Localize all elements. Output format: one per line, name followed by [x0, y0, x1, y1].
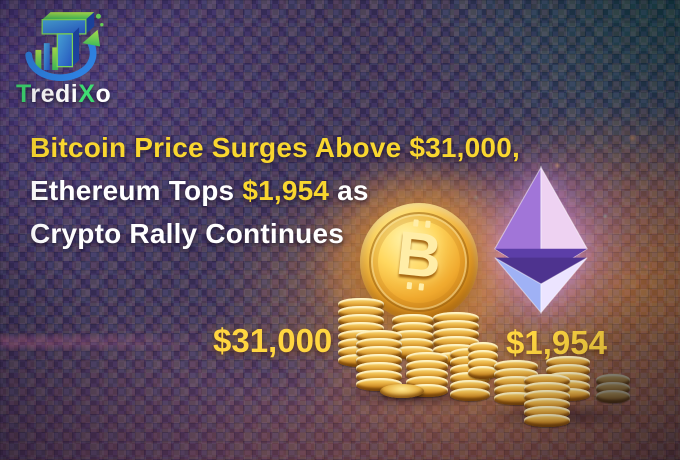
coin-stack: [596, 374, 630, 403]
light-streak: [0, 336, 215, 348]
headline-line-3: Crypto Rally Continues: [30, 218, 344, 249]
tredixo-logo-icon: [25, 12, 104, 81]
brand-letter-t: T: [16, 80, 31, 108]
brand-letters-redi: redi: [30, 80, 79, 108]
coin-stack: [468, 342, 498, 379]
headline: Bitcoin Price Surges Above $31,000, Ethe…: [30, 126, 550, 255]
ethereum-icon: [494, 165, 588, 315]
headline-line-2: Ethereum Tops $1,954 as: [30, 169, 550, 212]
ethereum-price-label: $1,954: [506, 324, 607, 361]
flat-coin: [380, 384, 424, 398]
bitcoin-price-label: $31,000: [213, 322, 333, 359]
coin-stack: [356, 330, 402, 391]
coin-stack: [524, 374, 570, 427]
headline-line-2-prefix: Ethereum Tops: [30, 175, 243, 206]
headline-line-1: Bitcoin Price Surges Above $31,000,: [30, 132, 520, 163]
headline-line-2-price: $1,954: [242, 175, 330, 206]
brand-name: TrediXo: [16, 80, 111, 109]
brand-letter-x: X: [78, 80, 96, 108]
brand-letter-o: o: [95, 80, 112, 108]
coin-stack: [392, 314, 434, 359]
headline-line-2-suffix: as: [329, 175, 369, 206]
